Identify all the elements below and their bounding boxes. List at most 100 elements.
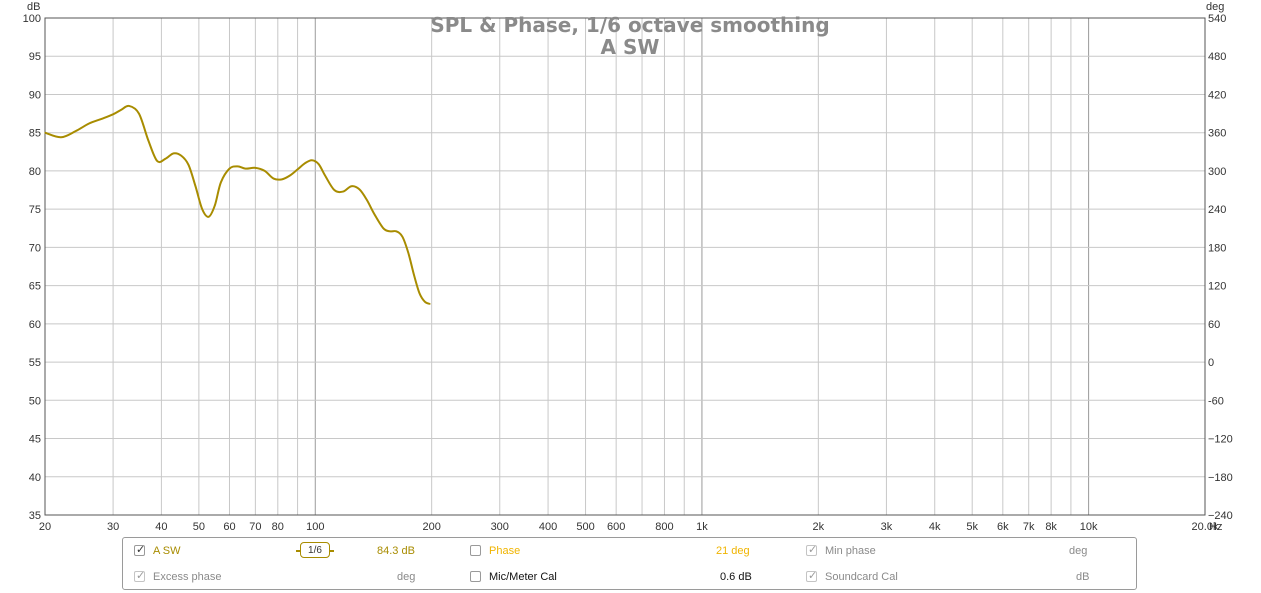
chart-title: SPL & Phase, 1/6 octave smoothing	[430, 13, 829, 37]
min-phase-checkbox[interactable]: ✓	[806, 544, 817, 556]
x-tick-label: 500	[576, 521, 594, 533]
data-point	[342, 190, 344, 193]
smoothing-value: 1/6	[300, 542, 330, 558]
y-left-tick-label: 75	[29, 204, 41, 216]
plot-background	[45, 18, 1205, 515]
y-left-tick-label: 45	[29, 434, 41, 446]
min-phase-unit: deg	[1069, 545, 1088, 557]
data-point	[429, 303, 431, 305]
data-point	[304, 162, 306, 164]
phase-value: 21 deg	[716, 545, 750, 557]
data-point	[413, 274, 415, 276]
data-point	[228, 168, 231, 170]
data-point	[138, 112, 140, 115]
soundcard-cal-label: Soundcard Cal	[825, 571, 898, 583]
x-tick-label: 5k	[966, 521, 978, 533]
x-axis: 20 30 40 50 60 70 80 100 200 300 400 500 600 800 1k 2k 3…	[39, 521, 1219, 533]
series-checkbox[interactable]: ✓	[134, 544, 146, 556]
legend-panel	[122, 537, 1137, 590]
data-point	[264, 170, 266, 172]
y-right-tick-label: −180	[1208, 472, 1233, 484]
soundcard-cal-unit: dB	[1076, 571, 1090, 583]
data-point	[156, 160, 158, 162]
x-tick-label: 8k	[1045, 521, 1057, 533]
spl-value: 84.3 dB	[377, 545, 415, 557]
phase-checkbox[interactable]	[470, 545, 481, 556]
spl-phase-chart: 100 95 90 85 80 75 70 65 60 55 50 45 40 35 540 480 420 3…	[23, 1, 1233, 533]
x-tick-label: 400	[539, 521, 557, 533]
data-point	[289, 174, 291, 177]
data-point	[389, 230, 391, 232]
x-tick-label: 1k	[696, 521, 708, 533]
data-point	[187, 164, 190, 166]
data-point	[244, 168, 247, 170]
excess-phase-label: Excess phase	[153, 571, 222, 583]
y-right-tick-label: 240	[1208, 204, 1226, 216]
data-point	[120, 109, 122, 111]
x-tick-label: 30	[107, 521, 119, 533]
x-tick-label: 100	[306, 521, 324, 533]
data-point	[254, 167, 256, 169]
y-right-tick-label: -60	[1208, 395, 1224, 407]
x-tick-label: 10k	[1080, 521, 1098, 533]
data-point	[324, 174, 326, 177]
data-point	[333, 189, 335, 191]
plot-frame	[44, 17, 1206, 516]
mic-cal-label: Mic/Meter Cal	[489, 571, 557, 583]
data-point	[311, 159, 313, 161]
x-tick-label: 600	[607, 521, 625, 533]
data-point	[272, 177, 275, 180]
data-point	[281, 178, 283, 180]
x-tick-label: 80	[272, 521, 284, 533]
x-tick-label: 60	[223, 521, 235, 533]
data-point	[194, 185, 197, 187]
data-point	[88, 122, 90, 125]
y-right-unit: deg	[1206, 1, 1224, 13]
smoothing-num: 1	[308, 545, 314, 556]
phase-label: Phase	[489, 545, 521, 557]
y-left-tick-label: 80	[29, 166, 41, 178]
x-tick-label: 40	[155, 521, 167, 533]
check-icon: ✓	[136, 544, 146, 556]
data-point	[128, 105, 130, 107]
y-left-tick-label: 65	[29, 281, 41, 293]
y-right-tick-label: 120	[1208, 281, 1226, 293]
x-unit: Hz	[1209, 521, 1222, 533]
x-tick-label: 7k	[1023, 521, 1035, 533]
y-right-tick-label: 420	[1208, 89, 1226, 101]
x-tick-label: 4k	[929, 521, 941, 533]
data-point	[317, 163, 320, 165]
data-point	[44, 132, 46, 134]
x-tick-label: 200	[422, 521, 440, 533]
mic-cal-checkbox[interactable]	[470, 571, 481, 582]
smoothing-line-left	[296, 550, 300, 552]
y-right-tick-label: 60	[1208, 319, 1220, 331]
data-point	[382, 227, 384, 229]
x-tick-label: 300	[491, 521, 509, 533]
y-left-tick-label: 55	[29, 357, 41, 369]
y-left-tick-label: 90	[29, 89, 41, 101]
x-tick-label: 800	[655, 521, 673, 533]
data-point	[401, 236, 403, 238]
data-point	[172, 152, 175, 154]
data-point	[350, 185, 352, 187]
soundcard-cal-checkbox[interactable]: ✓	[806, 570, 818, 582]
smoothing-control[interactable]: 1/6	[296, 542, 336, 560]
smoothing-den: 6	[316, 545, 322, 556]
y-left-axis: 100 95 90 85 80 75 70 65 60 55 50 45 40 35	[23, 13, 41, 522]
data-point	[201, 208, 203, 210]
data-point	[164, 158, 167, 160]
mic-cal-value: 0.6 dB	[720, 571, 752, 583]
data-point	[208, 216, 210, 218]
y-right-axis: 540 480 420 360 300 240 180 120 60 0 -60 −120 −180 −2…	[1208, 13, 1233, 522]
series-layer	[44, 104, 431, 305]
excess-phase-checkbox[interactable]: ✓	[134, 570, 145, 582]
check-icon: ✓	[808, 570, 818, 582]
y-left-tick-label: 50	[29, 395, 41, 407]
y-left-tick-label: 70	[29, 242, 41, 254]
x-tick-label: 20	[39, 521, 51, 533]
y-left-unit: dB	[27, 1, 40, 13]
data-point	[424, 301, 426, 303]
data-point	[220, 181, 222, 183]
data-point	[112, 113, 114, 115]
